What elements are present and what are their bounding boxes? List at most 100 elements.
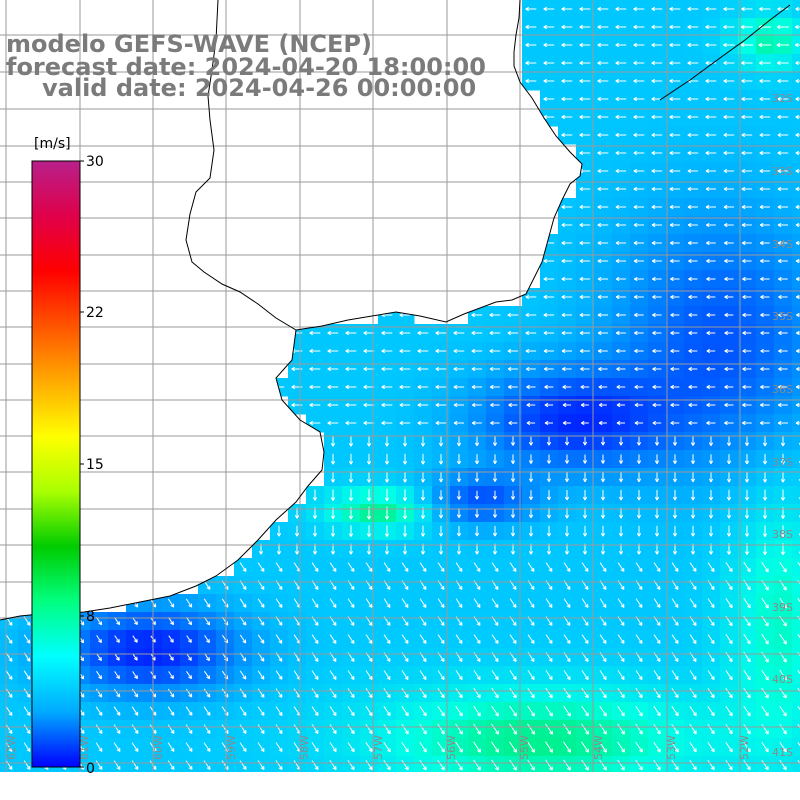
wind-arrow (23, 670, 31, 680)
wind-arrow (651, 78, 663, 84)
wind-arrow (615, 114, 627, 120)
wind-arrow (743, 561, 751, 573)
wind-arrow (113, 706, 121, 716)
wind-arrow (687, 150, 699, 156)
wind-arrow (597, 168, 609, 174)
wind-arrow (581, 741, 589, 753)
wind-arrow (582, 454, 588, 464)
wind-arrow (761, 561, 769, 573)
wind-arrow (723, 78, 735, 84)
wind-arrow (759, 420, 770, 426)
wind-arrow (579, 294, 591, 300)
wind-arrow (167, 688, 175, 698)
wind-arrow (723, 168, 735, 174)
wind-arrow (672, 525, 678, 537)
wind-arrow (762, 525, 768, 537)
wind-arrow (633, 24, 645, 30)
wind-arrow (633, 204, 645, 210)
wind-arrow (327, 330, 339, 336)
wind-arrow (743, 633, 751, 645)
wind-arrow (402, 435, 408, 447)
wind-arrow (491, 670, 499, 681)
wind-arrow (797, 760, 800, 765)
wind-arrow (563, 562, 571, 572)
wind-arrow (761, 669, 769, 681)
wind-arrow (760, 312, 770, 318)
wind-arrow (617, 705, 625, 717)
wind-arrow (525, 330, 537, 336)
wind-arrow (651, 96, 663, 102)
wind-arrow (705, 114, 717, 120)
wind-arrow (474, 508, 480, 518)
wind-arrow (419, 634, 427, 644)
wind-arrow (653, 723, 661, 735)
wind-arrow (777, 222, 788, 228)
wind-arrow (742, 420, 752, 426)
wind-arrow (509, 687, 517, 699)
wind-arrow (634, 402, 644, 408)
wind-arrow (419, 688, 427, 699)
wind-cell (756, 756, 775, 772)
wind-arrow (779, 760, 787, 771)
wind-arrow (383, 688, 391, 699)
wind-arrow (327, 402, 339, 408)
wind-arrow (113, 760, 121, 770)
wind-arrow (743, 760, 751, 771)
wind-arrow (275, 724, 283, 734)
wind-arrow (633, 294, 644, 300)
wind-arrow (291, 366, 303, 372)
wind-arrow (384, 453, 390, 465)
wind-arrow (329, 742, 337, 753)
wind-arrow (562, 402, 571, 408)
wind-arrow (724, 240, 734, 246)
wind-arrow (563, 759, 571, 771)
wind-arrow (654, 436, 660, 446)
wind-arrow (759, 186, 771, 192)
wind-arrow (597, 258, 609, 264)
wind-arrow (652, 276, 662, 282)
wind-arrow (741, 240, 752, 246)
wind-arrow (435, 366, 447, 372)
wind-arrow (544, 420, 553, 426)
wind-arrow (185, 724, 193, 734)
wind-arrow (561, 204, 573, 210)
wind-arrow (597, 294, 608, 300)
wind-arrow (239, 724, 247, 734)
wind-arrow (420, 525, 426, 537)
wind-arrow (580, 420, 589, 426)
wind-arrow (724, 402, 734, 408)
wind-cell (450, 756, 469, 772)
wind-arrow (600, 525, 606, 537)
wind-arrow (330, 435, 336, 447)
wind-arrow (474, 490, 480, 500)
wind-arrow (705, 60, 717, 66)
wind-arrow (618, 525, 624, 537)
wind-arrow (579, 348, 590, 354)
wind-arrow (669, 204, 680, 210)
wind-arrow (742, 258, 752, 264)
wind-arrow (525, 60, 537, 66)
lon-label: 62W (5, 735, 18, 760)
wind-arrow (543, 312, 555, 318)
wind-arrow (690, 525, 696, 537)
wind-arrow (796, 330, 800, 336)
wind-arrow (543, 366, 554, 372)
wind-arrow (618, 454, 624, 464)
wind-arrow (705, 24, 717, 30)
wind-arrow (582, 525, 588, 537)
wind-arrow (761, 723, 769, 735)
wind-arrow (345, 384, 357, 390)
wind-arrow (419, 562, 427, 572)
wind-arrow (561, 222, 573, 228)
wind-arrow (778, 276, 788, 282)
wind-arrow (615, 258, 626, 264)
wind-arrow (420, 453, 426, 465)
wind-arrow (525, 312, 537, 318)
wind-arrow (580, 402, 589, 408)
wind-arrow (687, 186, 699, 192)
wind-arrow (5, 706, 13, 716)
wind-cell (108, 756, 127, 772)
wind-cell (576, 756, 595, 772)
wind-arrow (651, 222, 662, 228)
wind-arrow (633, 258, 644, 264)
